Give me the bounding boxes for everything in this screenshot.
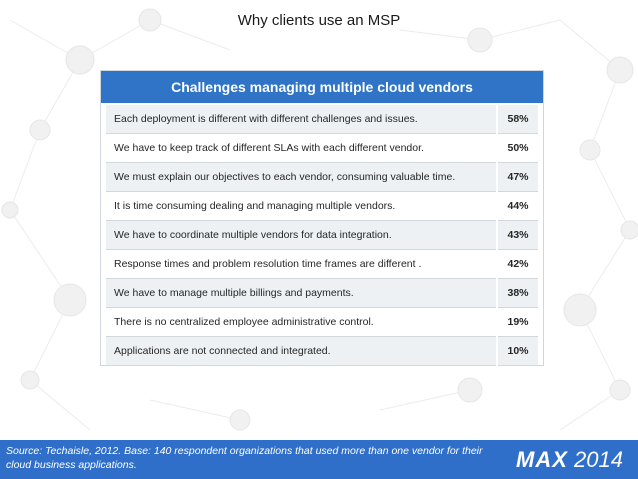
table-row: Each deployment is different with differ… bbox=[106, 105, 538, 134]
column-separator bbox=[496, 250, 498, 279]
logo-mark: MAX bbox=[516, 447, 568, 472]
row-label: Response times and problem resolution ti… bbox=[106, 250, 496, 279]
row-value: 44% bbox=[498, 192, 538, 221]
row-label: Applications are not connected and integ… bbox=[106, 337, 496, 366]
challenges-table: Challenges managing multiple cloud vendo… bbox=[100, 70, 544, 366]
table-row: We must explain our objectives to each v… bbox=[106, 163, 538, 192]
logo-year: 2014 bbox=[574, 447, 623, 472]
column-separator bbox=[496, 221, 498, 250]
footer-bar bbox=[0, 440, 638, 479]
row-label: Each deployment is different with differ… bbox=[106, 105, 496, 134]
row-value: 19% bbox=[498, 308, 538, 337]
table-body: Each deployment is different with differ… bbox=[101, 103, 543, 366]
row-label: We have to manage multiple billings and … bbox=[106, 279, 496, 308]
row-value: 47% bbox=[498, 163, 538, 192]
row-value: 58% bbox=[498, 105, 538, 134]
table-row: It is time consuming dealing and managin… bbox=[106, 192, 538, 221]
row-value: 10% bbox=[498, 337, 538, 366]
source-note: Source: Techaisle, 2012. Base: 140 respo… bbox=[6, 445, 483, 471]
table-row: Response times and problem resolution ti… bbox=[106, 250, 538, 279]
table-row: We have to manage multiple billings and … bbox=[106, 279, 538, 308]
table-row: There is no centralized employee adminis… bbox=[106, 308, 538, 337]
table-row: We have to coordinate multiple vendors f… bbox=[106, 221, 538, 250]
max-2014-logo: MAX 2014 bbox=[516, 446, 623, 474]
row-value: 38% bbox=[498, 279, 538, 308]
column-separator bbox=[496, 163, 498, 192]
row-value: 43% bbox=[498, 221, 538, 250]
column-separator bbox=[496, 105, 498, 134]
column-separator bbox=[496, 192, 498, 221]
row-label: We have to coordinate multiple vendors f… bbox=[106, 221, 496, 250]
column-separator bbox=[496, 337, 498, 366]
column-separator bbox=[496, 279, 498, 308]
row-value: 50% bbox=[498, 134, 538, 163]
column-separator bbox=[496, 308, 498, 337]
table-row: Applications are not connected and integ… bbox=[106, 337, 538, 366]
row-label: There is no centralized employee adminis… bbox=[106, 308, 496, 337]
table-title: Challenges managing multiple cloud vendo… bbox=[101, 71, 543, 103]
background-network-pattern bbox=[1, 8, 638, 431]
column-separator bbox=[496, 134, 498, 163]
row-label: We must explain our objectives to each v… bbox=[106, 163, 496, 192]
row-value: 42% bbox=[498, 250, 538, 279]
row-label: It is time consuming dealing and managin… bbox=[106, 192, 496, 221]
slide-title: Why clients use an MSP bbox=[237, 12, 401, 29]
row-label: We have to keep track of different SLAs … bbox=[106, 134, 496, 163]
table-row: We have to keep track of different SLAs … bbox=[106, 134, 538, 163]
